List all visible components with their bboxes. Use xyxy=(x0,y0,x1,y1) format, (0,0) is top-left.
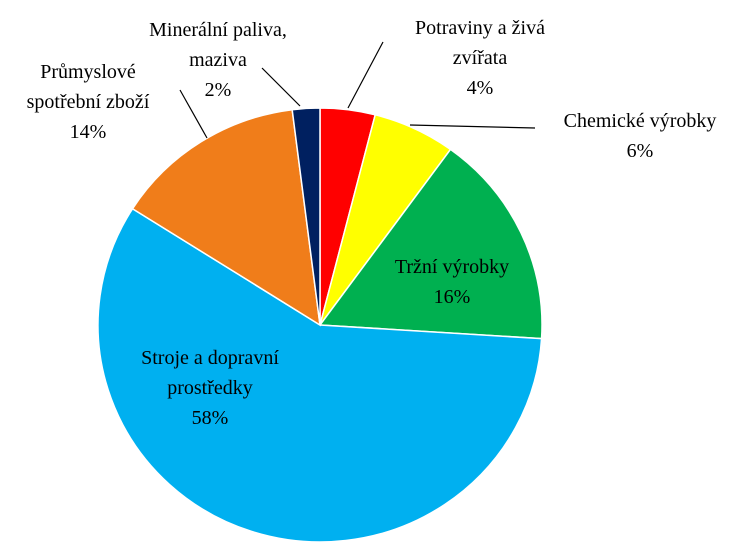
data-label: Průmyslové spotřební zboží 14% xyxy=(6,57,171,147)
category-label: Tržní výrobky xyxy=(394,256,510,278)
data-label: Potraviny a živá zvířata 4% xyxy=(393,13,568,103)
pie-slice xyxy=(291,107,321,326)
value-label: 14% xyxy=(69,121,107,143)
pie-slice xyxy=(131,108,321,327)
value-label: 16% xyxy=(433,286,471,308)
category-label: Minerální paliva, maziva xyxy=(149,19,287,71)
category-label: Průmyslové spotřební zboží xyxy=(26,61,150,113)
pie-slice xyxy=(318,148,543,340)
category-label: Chemické výrobky xyxy=(563,110,717,132)
pie-slice xyxy=(97,207,543,543)
data-label: Chemické výrobky 6% xyxy=(525,106,744,166)
value-label: 6% xyxy=(626,140,654,162)
data-label: Tržní výrobky 16% xyxy=(367,252,537,312)
category-label: Stroje a dopravní prostředky xyxy=(141,347,279,399)
data-label: Minerální paliva, maziva 2% xyxy=(121,15,316,105)
data-label: Stroje a dopravní prostředky 58% xyxy=(115,343,305,433)
value-label: 2% xyxy=(204,79,232,101)
value-label: 4% xyxy=(466,77,494,99)
leader-line xyxy=(409,124,536,129)
leader-line xyxy=(179,89,208,139)
value-label: 58% xyxy=(191,407,229,429)
category-label: Potraviny a živá zvířata xyxy=(415,17,545,69)
leader-line xyxy=(347,41,384,109)
leader-line xyxy=(261,67,301,107)
